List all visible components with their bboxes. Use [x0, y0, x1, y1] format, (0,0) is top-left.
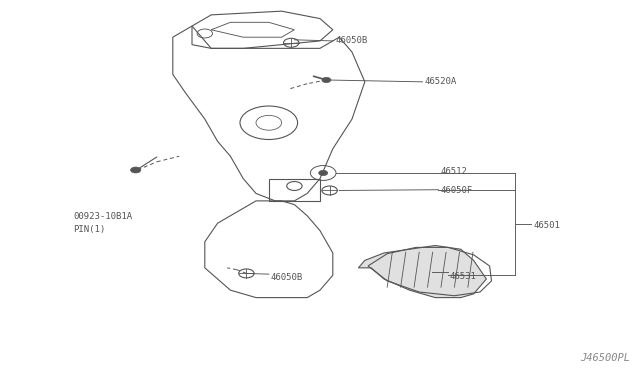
Text: 00923-10B1A
PIN(1): 00923-10B1A PIN(1) [74, 212, 132, 234]
Text: 46050B: 46050B [270, 273, 302, 282]
Text: J46500PL: J46500PL [580, 353, 630, 363]
Text: 46501: 46501 [533, 221, 560, 230]
Text: 46050F: 46050F [440, 186, 472, 195]
Circle shape [319, 170, 328, 176]
Text: 46050B: 46050B [336, 36, 368, 45]
Circle shape [322, 77, 331, 83]
Text: 46520A: 46520A [424, 77, 456, 86]
Text: 46512: 46512 [440, 167, 467, 176]
Circle shape [131, 167, 141, 173]
Text: 46531: 46531 [450, 272, 477, 280]
Polygon shape [358, 246, 486, 298]
